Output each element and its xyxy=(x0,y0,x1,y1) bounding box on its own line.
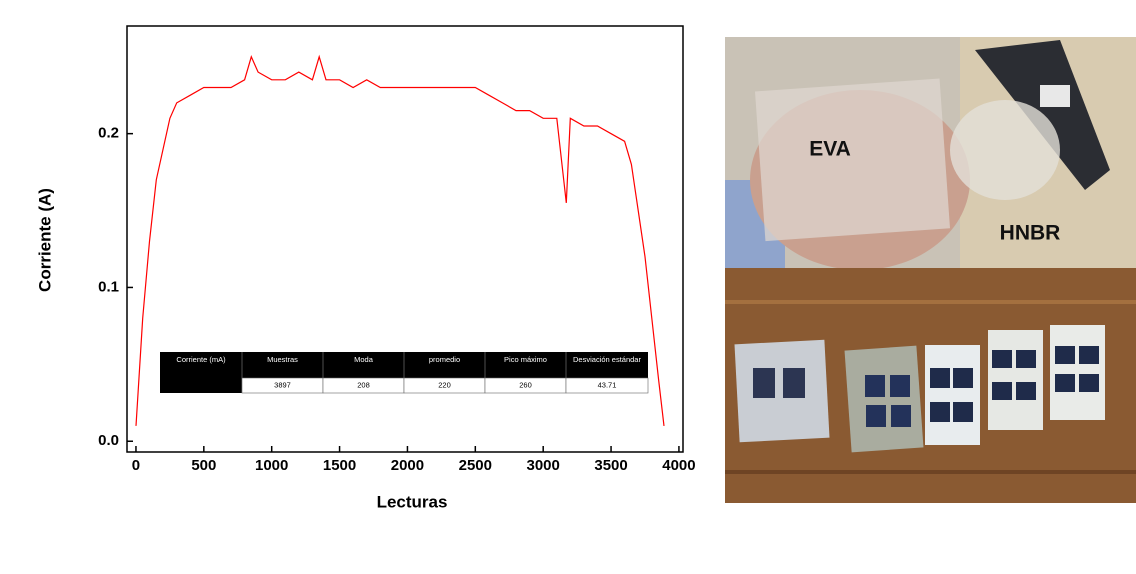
table-cell xyxy=(565,377,649,394)
y-axis-title: Corriente (A) xyxy=(35,188,54,292)
x-tick-label: 4000 xyxy=(662,457,695,474)
table-header-cell: Moda xyxy=(354,355,374,364)
x-tick-label: 2000 xyxy=(391,457,424,474)
table-header-cell: promedio xyxy=(429,355,460,364)
photo-devices xyxy=(725,268,1136,503)
data-line xyxy=(135,54,665,426)
table-header-cell: Corriente (mA) xyxy=(176,355,226,364)
y-tick-label: 0.0 xyxy=(98,432,119,449)
x-tick-label: 1500 xyxy=(323,457,356,474)
table-cell-text: 3897 xyxy=(274,380,291,389)
x-tick-label: 2500 xyxy=(459,457,492,474)
photo-films xyxy=(725,37,1136,270)
x-tick-label: 500 xyxy=(191,457,216,474)
table-header-cell: Pico máximo xyxy=(504,355,547,364)
table-header-cell: Muestras xyxy=(267,355,298,364)
table-cell-text: 43.71 xyxy=(598,380,617,389)
x-tick-label: 3000 xyxy=(526,457,559,474)
table-first-cell xyxy=(160,378,242,393)
table-header-cell: Desviación estándar xyxy=(573,355,641,364)
photo-label: EVA xyxy=(809,138,851,161)
x-tick-label: 3500 xyxy=(594,457,627,474)
plot-frame xyxy=(126,25,684,453)
photo-label: HNBR xyxy=(1000,222,1061,245)
x-tick-label: 0 xyxy=(132,457,140,474)
table-cell-text: 208 xyxy=(357,380,370,389)
table-cell-text: 220 xyxy=(438,380,451,389)
x-axis-title: Lecturas xyxy=(377,492,448,511)
y-tick-label: 0.2 xyxy=(98,125,119,142)
x-tick-label: 1000 xyxy=(255,457,288,474)
table-cell-text: 260 xyxy=(519,380,532,389)
y-tick-label: 0.1 xyxy=(98,278,119,295)
